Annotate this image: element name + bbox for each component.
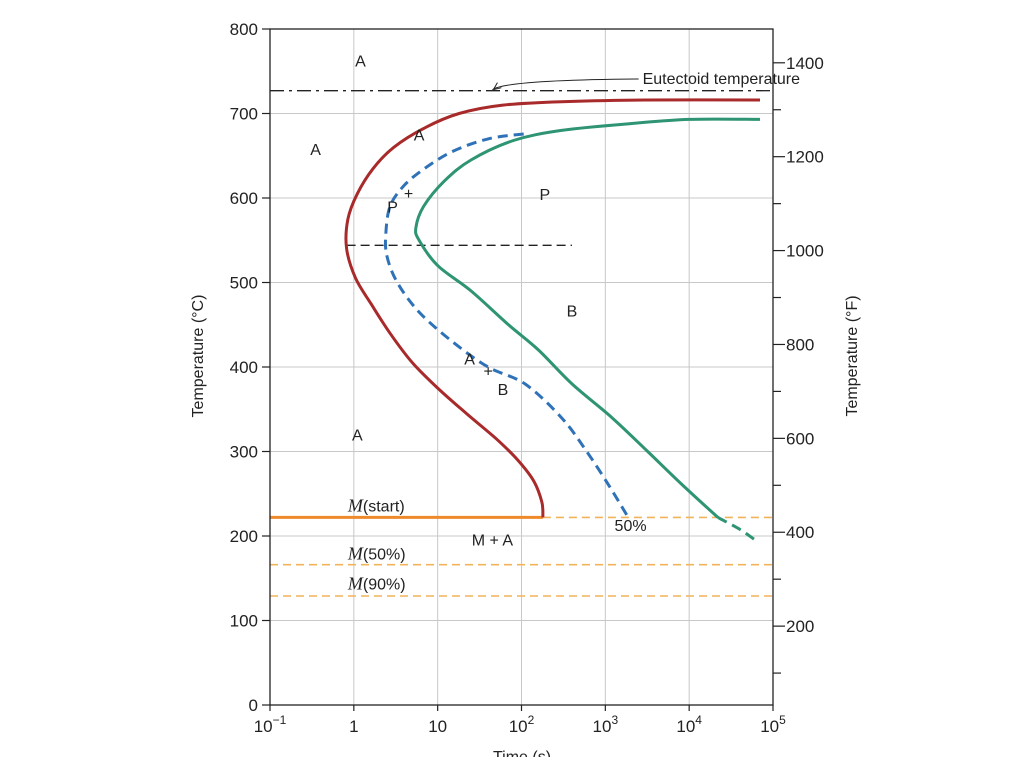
plus-upper: + [404,186,413,203]
martensite-label: M(start) [347,496,405,516]
reference-lines [270,90,773,597]
curve-start [344,98,761,518]
eutectoid-arrow [492,78,639,91]
x-tick-label: 104 [676,713,702,736]
martensite-fraction: (start) [363,499,405,516]
y-axis-left: 0 100 200 300 400 500 600 700 800 [230,20,270,715]
martensite-fraction: (90%) [363,576,406,593]
y-tick-label: 300 [230,443,258,462]
x-tick-exponent: 5 [779,713,786,727]
y-axis-right: 200 400 600 800 1000 1200 1400 [773,54,824,674]
x-axis-title: Time (s) [493,749,551,757]
region-labels: A A A A + P P B A + B M + A 50% Eutectoid temperature… [310,53,800,593]
y-right-tick-label: 800 [786,335,814,354]
martensite-symbol: M [347,573,364,593]
y-right-tick-label: 1000 [786,242,824,261]
y-tick-label: 600 [230,189,258,208]
label-50-percent: 50% [615,518,647,535]
martensite-fraction: (50%) [363,547,406,564]
eutectoid-label: Eutectoid temperature [643,71,801,88]
martensite-symbol: M [347,496,364,516]
region-a-upper-dashed: A [414,128,425,145]
region-a-left: A [310,142,321,159]
x-tick-exponent: 4 [695,713,702,727]
y-tick-label: 700 [230,105,258,124]
x-tick-label: 102 [509,713,535,736]
martensite-label: M(50%) [347,544,406,564]
y-right-tick-label: 1400 [786,54,824,73]
region-a-top: A [355,53,366,70]
eutectoid-arrowhead [492,82,502,91]
x-tick-exponent: 3 [611,713,618,727]
x-tick-exponent: −1 [273,713,287,727]
region-a-lower: A [352,428,363,445]
x-tick-label: 10−1 [254,713,287,736]
y-tick-label: 200 [230,527,258,546]
y-tick-label: 0 [249,696,258,715]
region-b: B [567,303,578,320]
x-tick-label: 103 [593,713,619,736]
x-tick-exponent: 2 [528,713,535,727]
curve-finish [414,117,761,519]
region-b-mid-dashed: B [498,382,509,399]
y-right-tick-label: 200 [786,617,814,636]
region-m-plus-a: M + A [472,532,514,549]
y-tick-label: 400 [230,358,258,377]
x-tick-label: 105 [760,713,786,736]
plus-lower: + [483,363,492,380]
y-axis-title: Temperature (°C) [190,295,207,418]
region-p: P [540,187,551,204]
x-axis: 10−1 1 10 102 103 104 105 [254,705,786,736]
martensite-symbol: M [347,544,364,564]
y-right-tick-label: 600 [786,429,814,448]
x-tick-label: 1 [349,717,358,736]
y-right-tick-label: 400 [786,523,814,542]
y-tick-label: 500 [230,274,258,293]
grid [270,29,773,705]
y-axis-right-title: Temperature (°F) [844,295,861,416]
y-tick-label: 100 [230,612,258,631]
region-a-mid-dashed: A [464,352,475,369]
curve-fifty [383,132,628,516]
curve-finish_tail [717,516,756,541]
y-right-tick-label: 1200 [786,148,824,167]
x-tick-label: 10 [428,717,447,736]
y-tick-label: 800 [230,20,258,39]
transformation-curves [344,98,761,541]
region-p-upper-dashed: P [387,199,398,216]
martensite-label: M(90%) [347,573,406,593]
